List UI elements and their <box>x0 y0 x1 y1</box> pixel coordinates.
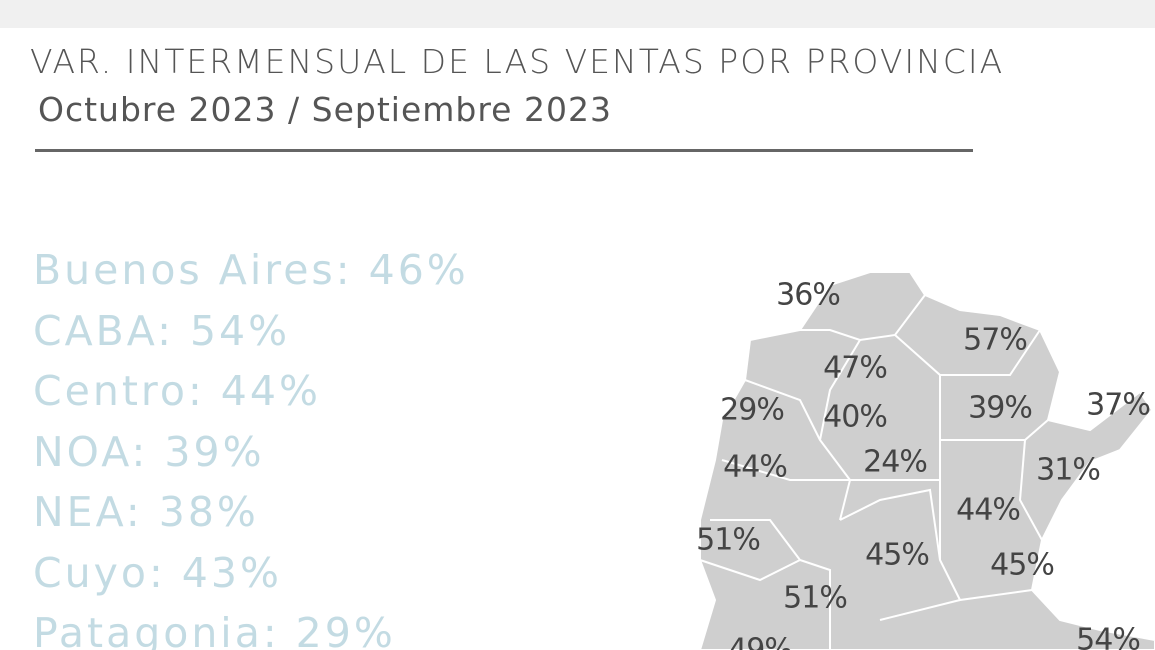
panel: VAR. INTERMENSUAL DE LAS VENTAS POR PROV… <box>0 28 1155 650</box>
map-label: 57% <box>963 322 1028 358</box>
region-stat: Centro: 44% <box>33 367 321 415</box>
map-label: 45% <box>990 547 1055 583</box>
map-label: 44% <box>956 492 1021 528</box>
map <box>698 271 1155 650</box>
map-label: 51% <box>696 522 761 558</box>
province-borders <box>699 294 1049 650</box>
map-label: 24% <box>863 444 928 480</box>
map-label: 37% <box>1086 387 1151 423</box>
map-label: 51% <box>783 580 848 616</box>
region-stat: NOA: 39% <box>33 427 265 476</box>
map-label: 39% <box>968 390 1033 426</box>
title: VAR. INTERMENSUAL DE LAS VENTAS POR PROV… <box>30 42 1005 81</box>
map-label: 44% <box>723 449 788 485</box>
map-label: 31% <box>1036 452 1101 488</box>
map-label: 40% <box>823 399 888 435</box>
region-stat: Patagonia: 29% <box>33 609 396 650</box>
subtitle: Octubre 2023 / Septiembre 2023 <box>38 90 612 129</box>
map-label: 45% <box>865 537 930 573</box>
region-stat: Cuyo: 43% <box>33 548 282 597</box>
map-label: 47% <box>823 350 888 386</box>
map-label: 54% <box>1076 622 1141 650</box>
divider <box>35 149 973 152</box>
region-stat: NEA: 38% <box>33 488 259 536</box>
region-stat: Buenos Aires: 46% <box>33 246 469 294</box>
map-label: 49% <box>728 632 793 650</box>
region-stat: CABA: 54% <box>33 306 291 355</box>
map-label: 36% <box>776 277 841 313</box>
map-label: 29% <box>720 392 785 428</box>
